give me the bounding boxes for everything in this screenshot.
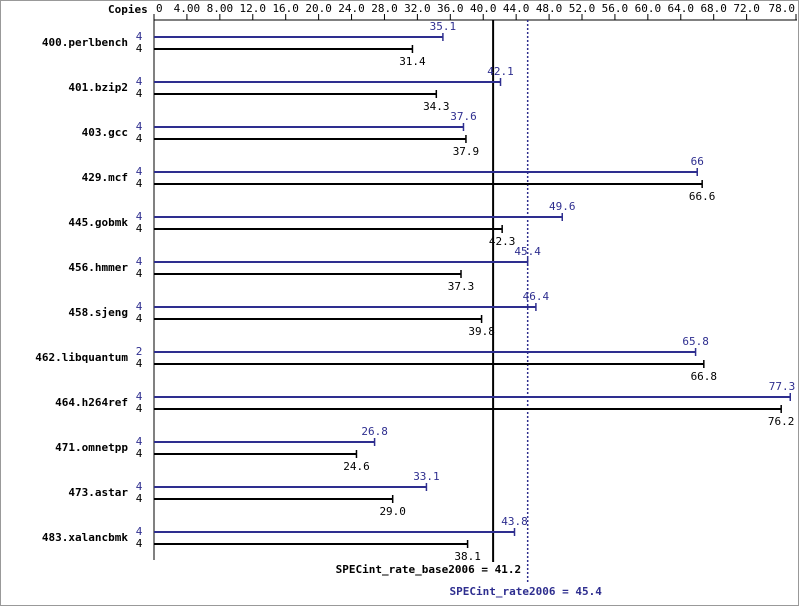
x-tick-label: 48.0 xyxy=(536,2,563,15)
x-tick-label: 28.0 xyxy=(371,2,398,15)
copies-label: 4 xyxy=(136,165,143,178)
copies-label: 4 xyxy=(136,222,143,235)
benchmark-label: 400.perlbench xyxy=(42,36,128,49)
value-label: 49.6 xyxy=(549,200,576,213)
x-tick-label: 68.0 xyxy=(700,2,727,15)
copies-label: 4 xyxy=(136,42,143,55)
value-label: 26.8 xyxy=(361,425,388,438)
copies-label: 4 xyxy=(136,537,143,550)
copies-label: 4 xyxy=(136,300,143,313)
copies-label: 4 xyxy=(136,177,143,190)
copies-label: 4 xyxy=(136,357,143,370)
copies-label: 4 xyxy=(136,30,143,43)
x-tick-label: 52.0 xyxy=(569,2,596,15)
copies-label: 4 xyxy=(136,390,143,403)
x-tick-label: 60.0 xyxy=(635,2,662,15)
x-tick-label: 44.0 xyxy=(503,2,530,15)
value-label: 39.8 xyxy=(468,325,495,338)
x-tick-label: 40.0 xyxy=(470,2,497,15)
value-label: 66.6 xyxy=(689,190,716,203)
x-tick-label: 4.00 xyxy=(174,2,201,15)
benchmark-label: 473.astar xyxy=(68,486,128,499)
value-label: 29.0 xyxy=(379,505,406,518)
value-label: 66 xyxy=(691,155,704,168)
value-label: 45.4 xyxy=(514,245,541,258)
benchmark-label: 456.hmmer xyxy=(68,261,128,274)
value-label: 37.3 xyxy=(448,280,475,293)
value-label: 43.8 xyxy=(501,515,528,528)
benchmark-label: 462.libquantum xyxy=(35,351,128,364)
benchmark-label: 464.h264ref xyxy=(55,396,128,409)
copies-label: 4 xyxy=(136,525,143,538)
x-tick-label: 56.0 xyxy=(602,2,629,15)
copies-header: Copies xyxy=(108,3,148,16)
benchmark-label: 403.gcc xyxy=(82,126,128,139)
copies-label: 4 xyxy=(136,75,143,88)
x-tick-label: 0 xyxy=(156,2,163,15)
copies-label: 4 xyxy=(136,132,143,145)
value-label: 42.3 xyxy=(489,235,516,248)
copies-label: 4 xyxy=(136,447,143,460)
value-label: 65.8 xyxy=(682,335,709,348)
value-label: 31.4 xyxy=(399,55,426,68)
x-tick-label: 24.0 xyxy=(338,2,365,15)
benchmark-label: 458.sjeng xyxy=(68,306,128,319)
reference-label: SPECint_rate_base2006 = 41.2 xyxy=(336,563,521,576)
x-tick-label: 12.0 xyxy=(240,2,267,15)
copies-label: 4 xyxy=(136,402,143,415)
value-label: 46.4 xyxy=(523,290,550,303)
copies-label: 4 xyxy=(136,255,143,268)
x-tick-label: 32.0 xyxy=(404,2,431,15)
benchmark-label: 445.gobmk xyxy=(68,216,128,229)
copies-label: 4 xyxy=(136,210,143,223)
x-tick-label: 20.0 xyxy=(305,2,332,15)
copies-label: 4 xyxy=(136,267,143,280)
x-tick-label: 16.0 xyxy=(272,2,299,15)
x-tick-label: 64.0 xyxy=(668,2,695,15)
value-label: 24.6 xyxy=(343,460,370,473)
value-label: 35.1 xyxy=(430,20,457,33)
value-label: 42.1 xyxy=(487,65,514,78)
x-tick-label: 36.0 xyxy=(437,2,464,15)
copies-label: 4 xyxy=(136,312,143,325)
value-label: 66.8 xyxy=(691,370,718,383)
copies-label: 4 xyxy=(136,480,143,493)
value-label: 37.6 xyxy=(450,110,477,123)
benchmark-label: 471.omnetpp xyxy=(55,441,128,454)
value-label: 77.3 xyxy=(769,380,796,393)
benchmark-label: 401.bzip2 xyxy=(68,81,128,94)
value-label: 33.1 xyxy=(413,470,440,483)
x-tick-label: 72.0 xyxy=(733,2,760,15)
copies-label: 4 xyxy=(136,120,143,133)
reference-label: SPECint_rate2006 = 45.4 xyxy=(450,585,603,598)
value-label: 76.2 xyxy=(768,415,795,428)
copies-label: 4 xyxy=(136,435,143,448)
value-label: 38.1 xyxy=(454,550,481,563)
benchmark-label: 429.mcf xyxy=(82,171,128,184)
value-label: 37.9 xyxy=(453,145,480,158)
x-tick-label: 78.0 xyxy=(769,2,796,15)
value-label: 34.3 xyxy=(423,100,450,113)
copies-label: 4 xyxy=(136,492,143,505)
x-tick-label: 8.00 xyxy=(207,2,234,15)
copies-label: 2 xyxy=(136,345,143,358)
benchmark-label: 483.xalancbmk xyxy=(42,531,128,544)
copies-label: 4 xyxy=(136,87,143,100)
